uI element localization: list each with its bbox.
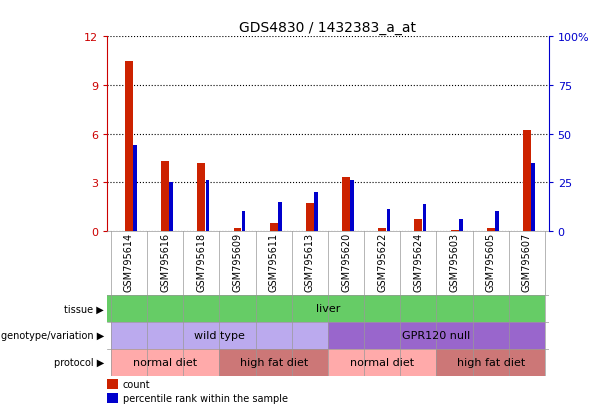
Bar bbox=[451, 230, 459, 231]
Bar bbox=[306, 204, 314, 231]
Text: high fat diet: high fat diet bbox=[240, 357, 308, 368]
Bar bbox=[242, 212, 245, 231]
Text: percentile rank within the sample: percentile rank within the sample bbox=[123, 394, 287, 404]
Text: GSM795607: GSM795607 bbox=[522, 233, 532, 292]
Text: liver: liver bbox=[316, 304, 340, 314]
Bar bbox=[531, 163, 535, 231]
Bar bbox=[170, 183, 173, 231]
Bar bbox=[328, 349, 436, 376]
Bar bbox=[459, 220, 463, 231]
Bar bbox=[342, 178, 350, 231]
Text: GSM795620: GSM795620 bbox=[341, 233, 351, 292]
Text: normal diet: normal diet bbox=[350, 357, 414, 368]
Bar bbox=[278, 202, 281, 231]
Text: normal diet: normal diet bbox=[133, 357, 197, 368]
Bar bbox=[107, 379, 118, 389]
Bar bbox=[436, 349, 545, 376]
Bar bbox=[234, 229, 242, 231]
Text: GSM795611: GSM795611 bbox=[268, 233, 279, 292]
Text: GSM795622: GSM795622 bbox=[377, 233, 387, 292]
Text: GSM795603: GSM795603 bbox=[449, 233, 460, 292]
Bar bbox=[270, 223, 278, 231]
Bar bbox=[314, 192, 318, 231]
Text: genotype/variation ▶: genotype/variation ▶ bbox=[1, 330, 104, 341]
Text: wild type: wild type bbox=[194, 330, 245, 341]
Bar bbox=[495, 212, 499, 231]
Text: count: count bbox=[123, 379, 150, 389]
Bar bbox=[133, 146, 137, 231]
Bar bbox=[219, 349, 328, 376]
Title: GDS4830 / 1432383_a_at: GDS4830 / 1432383_a_at bbox=[240, 21, 416, 35]
Bar bbox=[161, 162, 169, 231]
Bar bbox=[523, 131, 531, 231]
Text: tissue ▶: tissue ▶ bbox=[64, 304, 104, 314]
Text: GPR120 null: GPR120 null bbox=[402, 330, 471, 341]
Text: high fat diet: high fat diet bbox=[457, 357, 525, 368]
Text: protocol ▶: protocol ▶ bbox=[54, 357, 104, 368]
Bar bbox=[206, 181, 209, 231]
Bar bbox=[423, 204, 427, 231]
Bar bbox=[378, 229, 386, 231]
Bar bbox=[197, 163, 205, 231]
Bar bbox=[125, 62, 133, 231]
Text: GSM795605: GSM795605 bbox=[485, 233, 496, 292]
Text: GSM795624: GSM795624 bbox=[413, 233, 424, 292]
Text: GSM795618: GSM795618 bbox=[196, 233, 207, 292]
Text: GSM795616: GSM795616 bbox=[160, 233, 170, 292]
Text: GSM795614: GSM795614 bbox=[124, 233, 134, 292]
Bar bbox=[487, 229, 495, 231]
Bar bbox=[328, 322, 545, 349]
Bar bbox=[111, 322, 328, 349]
Text: GSM795609: GSM795609 bbox=[232, 233, 243, 292]
Bar bbox=[387, 210, 390, 231]
Bar bbox=[351, 181, 354, 231]
Bar bbox=[107, 393, 118, 403]
Text: GSM795613: GSM795613 bbox=[305, 233, 315, 292]
Bar bbox=[414, 220, 422, 231]
Bar bbox=[111, 349, 219, 376]
